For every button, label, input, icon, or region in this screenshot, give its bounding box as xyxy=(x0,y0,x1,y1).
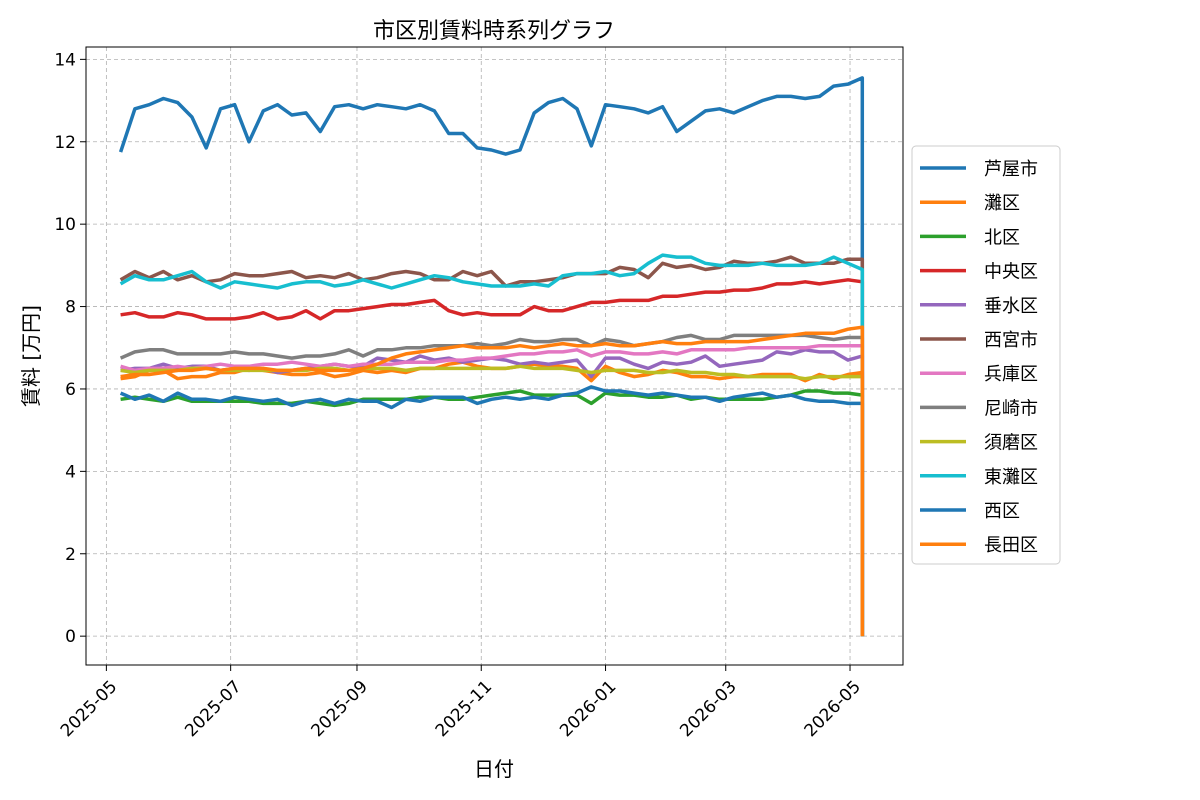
series-line-11 xyxy=(119,385,865,637)
legend-label: 須磨区 xyxy=(984,433,1038,454)
y-tick-label: 8 xyxy=(65,298,76,318)
series-line-12 xyxy=(120,325,865,637)
series-line-9 xyxy=(120,364,865,637)
series-line-10 xyxy=(119,253,865,637)
series-line-1 xyxy=(118,76,865,637)
legend-label: 灘区 xyxy=(984,193,1020,214)
legend-label: 東灘区 xyxy=(984,467,1038,488)
y-axis: 0 2 4 6 8 10 12 14 xyxy=(54,50,86,647)
legend-label: 兵庫区 xyxy=(984,364,1038,385)
legend-label: 西区 xyxy=(984,501,1020,522)
y-tick-label: 6 xyxy=(65,380,76,400)
series-line-7 xyxy=(120,343,865,637)
y-tick-label: 10 xyxy=(54,215,76,235)
y-tick-label: 0 xyxy=(65,627,76,647)
series-line-4 xyxy=(120,278,865,637)
y-axis-label: 賃料 [万円] xyxy=(19,305,43,407)
y-tick-label: 14 xyxy=(54,50,76,70)
legend-label: 北区 xyxy=(984,227,1020,248)
legend-label: 尼崎市 xyxy=(984,398,1038,419)
y-tick-label: 2 xyxy=(65,545,76,565)
x-axis-label: 日付 xyxy=(474,757,514,781)
y-tick-label: 12 xyxy=(54,133,76,153)
plot-area-frame xyxy=(85,46,904,666)
grid xyxy=(86,47,903,665)
chart-title: 市区別賃料時系列グラフ xyxy=(373,19,615,44)
legend-box xyxy=(911,145,1061,565)
y-tick-label: 4 xyxy=(65,462,76,482)
series-line-3 xyxy=(120,389,865,637)
series-line-8 xyxy=(119,333,865,637)
legend-label: 芦屋市 xyxy=(984,159,1038,180)
legend-label: 垂水区 xyxy=(984,296,1038,317)
legend-label: 西宮市 xyxy=(984,330,1038,351)
series-lines xyxy=(118,76,865,637)
legend-label: 中央区 xyxy=(984,262,1038,283)
legend-label: 長田区 xyxy=(984,535,1038,556)
